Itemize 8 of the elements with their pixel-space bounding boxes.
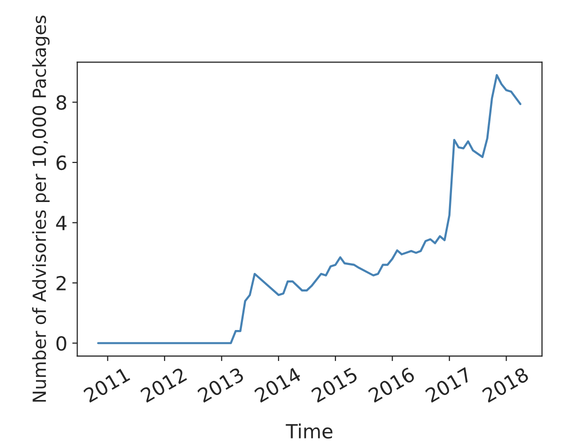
y-axis-title: Number of Advisories per 10,000 Packages <box>32 16 50 402</box>
x-axis-title: Time <box>286 424 332 439</box>
line-series <box>97 74 522 344</box>
y-tick-label: 2 <box>56 276 66 290</box>
y-tick-label: 8 <box>56 95 66 110</box>
y-tick-label: 4 <box>56 216 66 230</box>
y-tick-label: 6 <box>56 155 66 170</box>
y-tick-label: 0 <box>56 336 66 351</box>
